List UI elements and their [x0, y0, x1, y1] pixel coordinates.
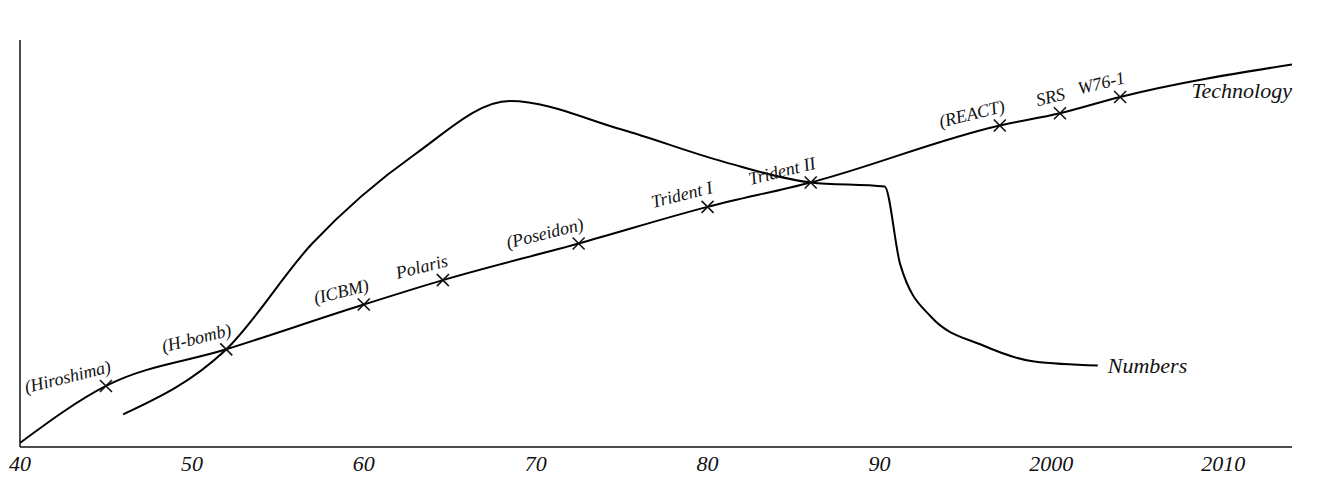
svg-text:2000: 2000 [1029, 451, 1073, 476]
svg-text:40: 40 [9, 451, 31, 476]
svg-text:(Hiroshima): (Hiroshima) [22, 356, 113, 398]
svg-text:90: 90 [868, 451, 890, 476]
svg-text:W76-1: W76-1 [1076, 67, 1127, 98]
svg-text:SRS: SRS [1034, 84, 1067, 110]
svg-text:Trident II: Trident II [746, 153, 818, 189]
svg-text:Numbers: Numbers [1107, 353, 1187, 378]
svg-text:(H-bomb): (H-bomb) [160, 320, 234, 358]
svg-text:(REACT): (REACT) [937, 96, 1007, 133]
svg-text:Polaris: Polaris [393, 251, 450, 283]
svg-text:60: 60 [353, 451, 375, 476]
svg-text:2010: 2010 [1201, 451, 1245, 476]
svg-text:80: 80 [697, 451, 719, 476]
svg-text:Trident I: Trident I [649, 177, 715, 212]
svg-text:Technology: Technology [1191, 78, 1292, 103]
svg-text:50: 50 [181, 451, 203, 476]
svg-text:(Poseidon): (Poseidon) [504, 214, 586, 253]
svg-text:(ICBM): (ICBM) [312, 275, 371, 309]
svg-text:70: 70 [525, 451, 547, 476]
